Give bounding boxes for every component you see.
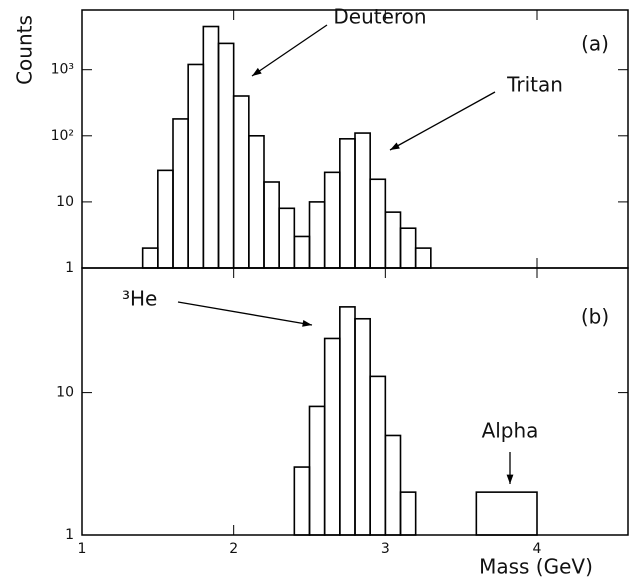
bar <box>354 317 371 536</box>
bar <box>384 211 402 269</box>
bar <box>248 134 265 269</box>
y-tick-label: 10² <box>51 128 74 144</box>
bar <box>187 63 205 269</box>
x-tick-label: 1 <box>78 541 87 557</box>
x-axis-label: Mass (GeV) <box>479 555 593 579</box>
x-tick-label: 2 <box>229 541 238 557</box>
y-tick-label: 10 <box>56 385 74 401</box>
bar <box>339 306 356 536</box>
annotation: ³He <box>122 287 157 311</box>
arrow-head <box>252 67 262 76</box>
bar <box>232 95 250 269</box>
y-tick-label: 10 <box>56 194 74 210</box>
bar <box>263 181 280 269</box>
arrow-head <box>302 320 312 327</box>
bar <box>475 491 538 536</box>
bar <box>323 337 341 536</box>
annotation: (b) <box>581 305 609 329</box>
annotation: (a) <box>581 32 609 56</box>
bar <box>308 201 326 269</box>
x-tick-label: 4 <box>533 541 542 557</box>
bar <box>414 247 432 269</box>
bar <box>323 171 341 269</box>
bar <box>157 169 174 269</box>
bar <box>384 434 402 536</box>
y-tick-label: 1 <box>65 260 74 276</box>
bar <box>339 138 356 269</box>
arrow-head <box>390 142 400 150</box>
y-tick-label: 10³ <box>51 62 74 78</box>
bar <box>399 491 417 536</box>
arrow-shaft <box>251 24 328 77</box>
arrow-shaft <box>177 301 313 326</box>
annotation: Alpha <box>482 419 539 443</box>
bar <box>202 25 220 269</box>
bar <box>399 227 417 269</box>
bar <box>293 466 311 536</box>
x-tick-label: 3 <box>381 541 390 557</box>
annotation: Deuteron <box>333 5 426 29</box>
annotation: Tritan <box>506 73 563 97</box>
bar <box>217 42 235 269</box>
y-axis-label: Counts <box>13 15 37 85</box>
bar <box>308 405 326 536</box>
bar <box>278 207 296 269</box>
bar <box>172 118 189 269</box>
bar <box>369 178 387 269</box>
bar <box>354 132 371 269</box>
bar <box>369 375 387 536</box>
arrow-shaft <box>389 91 496 151</box>
arrow-head <box>506 474 514 484</box>
bar <box>293 235 311 269</box>
y-tick-label: 1 <box>65 527 74 543</box>
bar <box>141 247 159 269</box>
